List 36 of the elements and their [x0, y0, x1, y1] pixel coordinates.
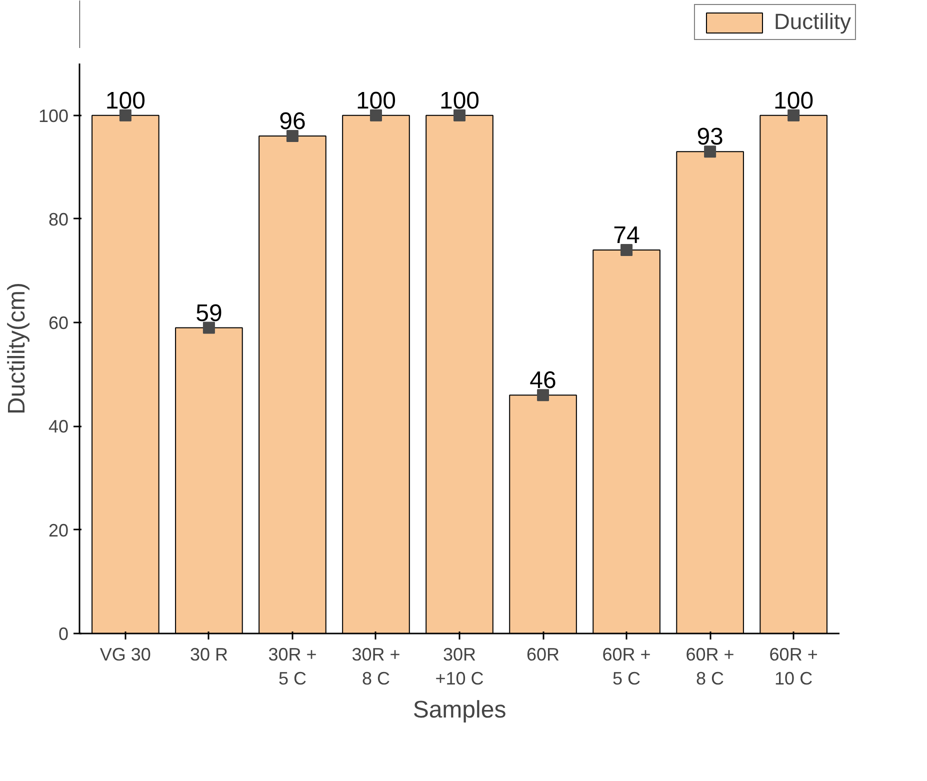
y-tick-label: 0 [58, 624, 69, 644]
data-label: 96 [279, 108, 306, 136]
point [202, 322, 215, 334]
data-label: 59 [196, 300, 222, 327]
point [620, 244, 633, 256]
point [119, 109, 132, 122]
data-label: 100 [356, 87, 396, 114]
data-label: 100 [774, 87, 814, 114]
x-tick-label: 60R [526, 644, 560, 664]
point [286, 130, 298, 142]
legend-label: Ductility [774, 9, 851, 35]
point [537, 389, 550, 402]
x-tick-label: VG 30 [100, 644, 151, 664]
y-tick-label: 20 [48, 520, 69, 540]
data-label: 93 [696, 124, 724, 151]
data-label: 46 [530, 367, 556, 394]
x-axis-title: Samples [412, 696, 506, 724]
point [454, 109, 466, 122]
x-tick-label: 60R + 10 C [769, 644, 818, 688]
point [704, 146, 716, 158]
point [788, 109, 800, 122]
x-tick-label: 60R + 8 C [686, 644, 734, 688]
data-label: 100 [105, 87, 146, 114]
x-tick-label: 30 R [190, 644, 228, 664]
x-tick-label: 60R + 5 C [602, 644, 651, 688]
x-tick-label: 30R +10 C [435, 644, 484, 688]
y-tick-label: 60 [48, 313, 69, 334]
y-tick-label: 80 [48, 209, 69, 230]
data-label: 74 [613, 222, 640, 250]
y-tick-label: 100 [38, 106, 69, 126]
y-axis-title: Ductility(cm) [3, 282, 30, 414]
x-tick-label: 30R + 8 C [352, 644, 400, 688]
x-tick-label: 30R + 5 C [268, 644, 317, 688]
data-label: 100 [439, 87, 480, 114]
point [370, 109, 382, 122]
y-tick-label: 40 [48, 416, 69, 437]
